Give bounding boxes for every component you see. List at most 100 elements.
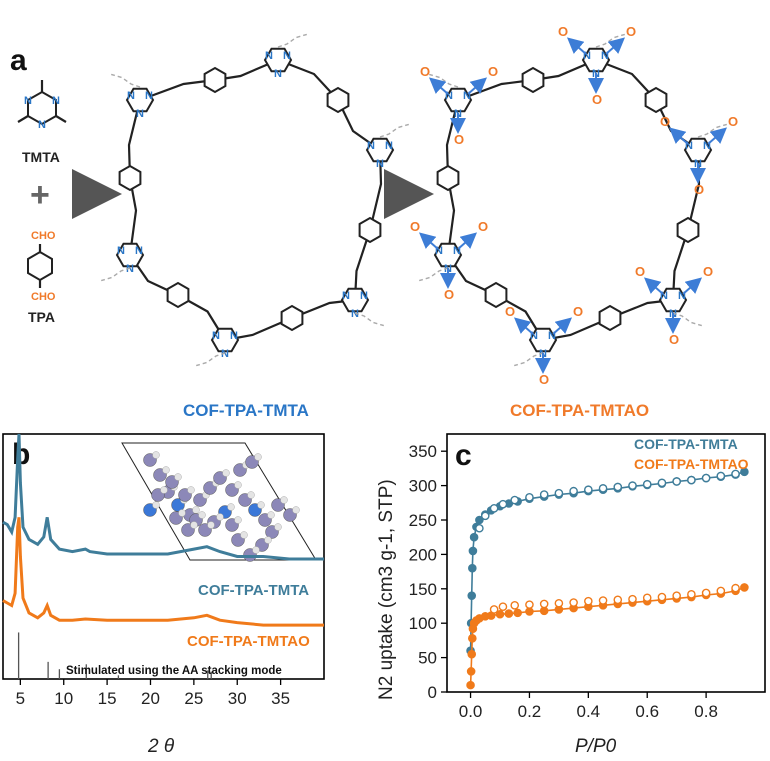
desorption-point [510,601,520,610]
oxygen-label: O [558,24,568,39]
desorption-point [598,484,608,493]
n-oxide-arrow [643,277,664,295]
desorption-point [687,590,696,599]
dangling-link [514,352,544,367]
nitrogen-label: N [221,348,229,360]
hydrogen-sphere [222,469,230,477]
nitrogen-label: N [117,245,125,257]
desorption-point [642,479,652,489]
oxygen-label: O [573,304,583,319]
crystal-model [143,451,300,562]
n-oxide-arrow [707,127,728,145]
y-tick-label: 0 [428,683,437,702]
desorption-point [731,469,740,479]
n-oxide-arrow [457,232,478,250]
adsorption-point [740,583,749,592]
desorption-point [584,596,593,606]
desorption-point [539,490,549,499]
nitrogen-label: N [685,140,693,152]
triazine-ring [658,287,688,313]
desorption-point [498,602,508,611]
x-tick-label: 0.4 [577,702,601,721]
tmta-n-2: N [52,95,60,107]
oxygen-label: O [539,372,549,387]
dangling-link [354,312,384,327]
dangling-link [672,312,702,327]
oxygen-label: O [478,219,488,234]
desorption-point [613,595,623,605]
desorption-point [687,475,696,485]
adsorption-point [495,609,505,619]
phenyl-ring [203,66,227,94]
desorption-point [657,592,667,602]
nitrogen-label: N [136,108,144,120]
adsorption-point [513,608,522,618]
tmta-n-1: N [24,95,32,107]
phenyl-ring [676,216,700,244]
hydrogen-sphere [264,536,272,544]
cof1-label: COF-TPA-TMTA [183,401,309,420]
cof-tpa-tmta-structure: N NNN NNN NNN NNN NNN NN [101,33,409,367]
phenyl-ring [644,86,668,114]
adsorption-point [475,515,484,525]
adsorption-point [740,467,749,477]
adsorption-point [525,607,534,616]
nitrogen-label: N [453,245,461,257]
y-tick-label: 50 [418,649,437,668]
x-tick-label: 20 [141,689,160,708]
hydrogen-sphere [192,506,200,514]
triazine-ring [210,327,240,353]
pxrd-tmta-annotation: COF-TPA-TMTA [198,582,309,599]
n-oxide-arrow [566,37,587,55]
n-oxide-arrow [668,127,689,145]
oxygen-label: O [694,182,704,197]
nitrogen-label: N [678,290,686,302]
desorption-point [489,504,499,513]
hydrogen-sphere [292,506,300,514]
oxygen-label: O [454,132,464,147]
isotherm-plot [466,467,749,690]
x-tick-label: 30 [228,689,247,708]
y-tick-label: 150 [409,580,437,599]
x-tick-label: 0.0 [459,702,483,721]
adsorption-point [504,609,514,618]
desorption-point [480,511,490,521]
crystal-structure-inset [121,442,317,562]
hydrogen-sphere [216,513,224,521]
nitrogen-label: N [342,290,350,302]
triazine-ring [263,47,293,73]
desorption-point [475,523,484,533]
nitrogen-label: N [463,90,471,102]
panel-c-frame [446,433,766,693]
hydrogen-sphere [162,466,170,474]
vinylene-link [595,58,657,101]
triazine-ring [443,87,473,113]
hydrogen-sphere [152,451,160,459]
desorption-point [554,598,564,608]
phenyl-ring [436,164,460,192]
hydrogen-sphere [190,521,198,529]
legend-tmta: COF-TPA-TMTA [634,436,738,452]
triazine-ring [340,287,370,313]
desorption-point [584,485,593,495]
nitrogen-label: N [126,263,134,275]
panel-a-label: a [10,44,27,77]
tpa-molecule: CHO CHO [27,230,56,303]
oxygen-label: O [703,264,713,279]
nitrogen-label: N [601,50,609,62]
desorption-point [672,477,681,486]
pxrd-tmtao-annotation: COF-TPA-TMTAO [187,633,310,650]
pxrd-series-line [2,433,324,561]
nitrogen-label: N [230,330,238,342]
tpa-label: TPA [28,309,55,325]
panel-c: c 0.0 0.2 0.4 0.6 0.8 0 50 100 150 200 250 300 350 C… [376,433,766,757]
oxygen-label: O [669,332,679,347]
plus-sign: + [30,176,50,214]
oxygen-label: O [635,264,645,279]
cof2-label: COF-TPA-TMTAO [510,401,649,420]
x-tick-label: 10 [54,689,73,708]
hydrogen-sphere [178,509,186,517]
adsorption-point [468,634,477,643]
triazine-ring [125,87,155,113]
panel-c-label: c [455,439,472,472]
